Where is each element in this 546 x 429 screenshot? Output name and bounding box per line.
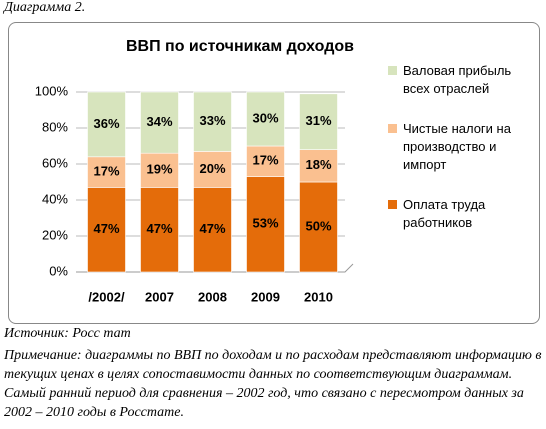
legend-item: Валовая прибыль всех отраслей bbox=[388, 62, 528, 98]
legend-label: Оплата труда работников bbox=[403, 197, 486, 230]
data-label: 47% bbox=[93, 221, 119, 236]
data-label: 50% bbox=[305, 218, 331, 233]
bar-segment bbox=[246, 91, 285, 147]
data-label: 30% bbox=[252, 110, 278, 125]
bar-segment bbox=[246, 176, 285, 273]
y-tick-label: 80% bbox=[42, 119, 68, 134]
y-tick-label: 0% bbox=[49, 263, 68, 278]
x-tick-label: /2002/ bbox=[88, 289, 125, 304]
y-tick-label: 100% bbox=[35, 83, 69, 98]
data-label: 33% bbox=[199, 113, 225, 128]
chart: ВВП по источникам доходов 0% 20% 40% 60% 80%… bbox=[35, 38, 354, 304]
bar-segment bbox=[299, 93, 338, 150]
bar-segment bbox=[193, 187, 232, 273]
x-tick-label: 2010 bbox=[304, 289, 333, 304]
bar-segment bbox=[193, 91, 232, 152]
y-tick-label: 40% bbox=[42, 191, 68, 206]
y-tick-label: 20% bbox=[42, 227, 68, 242]
legend-swatch bbox=[388, 66, 397, 75]
bar-segment bbox=[246, 145, 285, 177]
bar-segment bbox=[140, 152, 179, 188]
legend: Валовая прибыль всех отраслей Чистые нало… bbox=[388, 62, 528, 254]
source: Источник: Росс тат bbox=[4, 326, 131, 341]
legend-item: Чистые налоги на производство и импорт bbox=[388, 120, 528, 174]
bar-segment bbox=[87, 187, 126, 273]
x-tick-label: 2007 bbox=[145, 289, 174, 304]
data-label: 17% bbox=[93, 164, 119, 179]
bar-segment bbox=[87, 91, 126, 158]
data-label: 19% bbox=[146, 162, 172, 177]
legend-label: Валовая прибыль всех отраслей bbox=[403, 63, 512, 96]
y-tick-label: 60% bbox=[42, 155, 68, 170]
chart-title: ВВП по источникам доходов bbox=[126, 38, 354, 55]
bar-segment bbox=[140, 91, 179, 154]
data-label: 17% bbox=[252, 153, 278, 168]
x-tick-label: 2008 bbox=[198, 289, 227, 304]
x-tick-label: 2009 bbox=[251, 289, 280, 304]
bar-segment bbox=[299, 181, 338, 273]
bar-segment bbox=[87, 156, 126, 188]
data-label: 18% bbox=[305, 157, 331, 172]
data-label: 36% bbox=[93, 116, 119, 131]
data-label: 31% bbox=[305, 113, 331, 128]
chart-frame bbox=[8, 22, 540, 324]
data-label: 20% bbox=[199, 161, 225, 176]
note: Примечание: диаграммы по ВВП по доходам … bbox=[4, 348, 542, 420]
legend-item: Оплата труда работников bbox=[388, 196, 528, 232]
bar-segment bbox=[299, 149, 338, 183]
data-label: 34% bbox=[146, 114, 172, 129]
data-label: 47% bbox=[199, 221, 225, 236]
caption: Диаграмма 2. bbox=[4, 0, 86, 15]
data-label: 53% bbox=[252, 216, 278, 231]
legend-label: Чистые налоги на производство и импорт bbox=[403, 121, 511, 172]
data-label: 47% bbox=[146, 221, 172, 236]
legend-swatch bbox=[388, 124, 397, 133]
legend-swatch bbox=[388, 200, 397, 209]
